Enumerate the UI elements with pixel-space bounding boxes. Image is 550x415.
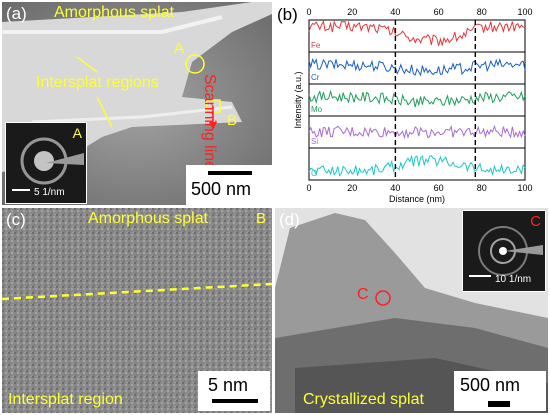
series-line bbox=[308, 124, 526, 140]
panel-c-label: (c) bbox=[6, 210, 26, 229]
scalebar-c-text: 5 nm bbox=[208, 375, 249, 395]
series-label: O bbox=[311, 169, 317, 178]
inset-d-scale-text: 10 1/nm bbox=[495, 274, 532, 285]
inset-a-label: A bbox=[72, 125, 82, 141]
inset-a-scalebar bbox=[12, 189, 30, 191]
top-tick-label: 0 bbox=[306, 7, 311, 17]
bottom-tick-label: 0 bbox=[306, 183, 311, 193]
top-tick-label: 80 bbox=[477, 7, 487, 17]
bottom-tick-label: 100 bbox=[517, 183, 532, 193]
scalebar-a-text: 500 nm bbox=[191, 179, 252, 199]
band-frame bbox=[308, 51, 526, 85]
panel-b-chart: (b)FeCrMoSiO002020404060608080100100Dist… bbox=[277, 5, 533, 204]
intersplat-regions-label: Intersplat regions bbox=[36, 74, 159, 91]
band-frame bbox=[308, 147, 526, 181]
panel-b-label: (b) bbox=[277, 5, 298, 24]
top-tick-label: 20 bbox=[347, 7, 357, 17]
scalebar-a: 500 nm bbox=[186, 165, 272, 205]
top-tick-label: 100 bbox=[517, 7, 532, 17]
marker-b-label: B bbox=[227, 112, 238, 129]
marker-a-label: A bbox=[174, 40, 185, 57]
marker-c-label: C bbox=[357, 286, 369, 303]
diffraction-inset-d: C 10 1/nm bbox=[462, 210, 546, 292]
series-label: Si bbox=[311, 137, 318, 146]
diffraction-inset-a: A 5 1/nm bbox=[5, 122, 87, 204]
series-line bbox=[308, 20, 526, 47]
intersplat-region-label: Intersplat region bbox=[8, 391, 123, 408]
top-tick-label: 60 bbox=[434, 7, 444, 17]
scanning-line-label: Scanning line bbox=[201, 74, 218, 171]
bottom-tick-label: 20 bbox=[347, 183, 357, 193]
x-axis-label: Distance (nm) bbox=[389, 194, 445, 204]
crystallized-splat-label: Crystallized splat bbox=[303, 391, 424, 408]
inset-d-label: C bbox=[530, 213, 541, 230]
interface-line bbox=[2, 282, 272, 301]
series-line bbox=[308, 89, 526, 108]
bottom-tick-label: 40 bbox=[390, 183, 400, 193]
panel-a: (a) Amorphous splat Intersplat regions A… bbox=[2, 2, 272, 205]
scalebar-d: 500 nm bbox=[454, 371, 546, 411]
series-label: Cr bbox=[311, 73, 320, 82]
series-line bbox=[308, 58, 526, 77]
series-line bbox=[308, 154, 526, 177]
marker-a-circle bbox=[185, 54, 205, 74]
amorphous-splat-label: Amorphous splat bbox=[54, 4, 175, 21]
panel-c: (c) Amorphous splat B Intersplat region … bbox=[2, 208, 272, 413]
amorphous-splat-c-label: Amorphous splat bbox=[88, 210, 209, 227]
scalebar-d-text: 500 nm bbox=[460, 375, 521, 395]
panel-a-label: (a) bbox=[6, 4, 27, 23]
inset-a-scale-text: 5 1/nm bbox=[34, 187, 65, 198]
bottom-tick-label: 80 bbox=[477, 183, 487, 193]
inset-d-scalebar bbox=[469, 275, 491, 277]
series-label: Fe bbox=[311, 41, 321, 50]
panel-d-label: (d) bbox=[279, 210, 300, 229]
panel-b: (b) Fe Cr Mo Si O 0 0 20 20 40 40 60 60 80 80 100 100 Dist… bbox=[275, 2, 548, 205]
scalebar-c: 5 nm bbox=[198, 371, 270, 411]
y-axis-label: Intensity (a.u.) bbox=[293, 71, 303, 128]
panel-d: (d) C C 10 1/nm Crystallized splat 500 n… bbox=[275, 208, 548, 413]
bottom-tick-label: 60 bbox=[434, 183, 444, 193]
band-frame bbox=[308, 19, 526, 53]
series-label: Mo bbox=[311, 105, 323, 114]
top-tick-label: 40 bbox=[390, 7, 400, 17]
marker-b-c-label: B bbox=[255, 210, 266, 227]
marker-c-circle bbox=[375, 290, 391, 306]
